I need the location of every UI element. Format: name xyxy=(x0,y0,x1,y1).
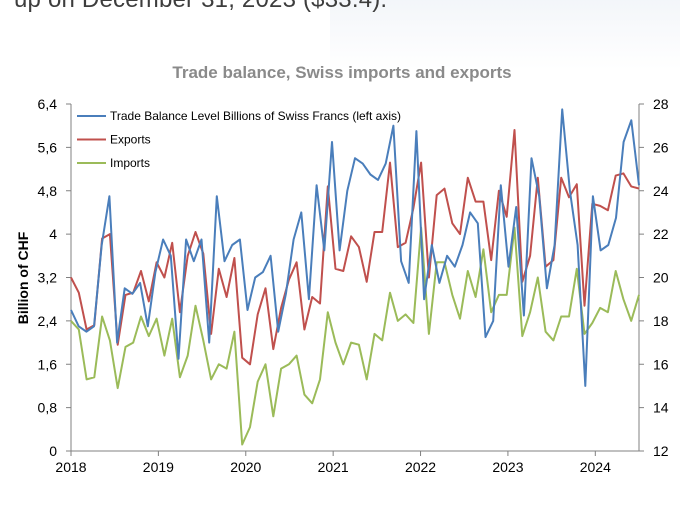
right-tick-label: 22 xyxy=(653,226,669,242)
x-tick-label: 2023 xyxy=(492,459,523,475)
x-tick-label: 2024 xyxy=(580,459,611,475)
left-tick-label: 1,6 xyxy=(38,356,58,372)
tick-labels: 00,81,62,43,244,85,66,412141618202224262… xyxy=(38,96,669,475)
left-tick-label: 3,2 xyxy=(38,270,58,286)
left-tick-label: 4 xyxy=(49,226,57,242)
trade-balance-line xyxy=(70,108,640,387)
right-tick-label: 16 xyxy=(653,356,669,372)
right-tick-label: 14 xyxy=(653,400,669,416)
right-tick-label: 20 xyxy=(653,270,669,286)
legend-imports-label: Imports xyxy=(110,156,150,170)
x-tick-label: 2019 xyxy=(143,459,174,475)
chart-title: Trade balance, Swiss imports and exports xyxy=(172,63,511,82)
legend-trade-balance-label: Trade Balance Level Billions of Swiss Fr… xyxy=(110,109,401,123)
series-lines xyxy=(70,108,640,446)
header-partial-text: up on December 31, 2023 ($33.4). xyxy=(14,0,387,14)
right-tick-label: 28 xyxy=(653,96,669,112)
x-tick-label: 2018 xyxy=(55,459,86,475)
x-tick-label: 2020 xyxy=(230,459,261,475)
left-tick-label: 5,6 xyxy=(38,139,58,155)
legend-exports-label: Exports xyxy=(110,133,151,147)
imports-line xyxy=(70,226,640,446)
y-axis-label: Billion of CHF xyxy=(15,231,31,324)
right-tick-label: 18 xyxy=(653,313,669,329)
legend: Trade Balance Level Billions of Swiss Fr… xyxy=(77,109,401,170)
background-decoration xyxy=(330,0,680,70)
right-tick-label: 12 xyxy=(653,443,669,459)
left-tick-label: 6,4 xyxy=(38,96,58,112)
left-tick-label: 2,4 xyxy=(38,313,58,329)
right-tick-label: 24 xyxy=(653,183,669,199)
left-tick-label: 4,8 xyxy=(38,183,58,199)
x-tick-label: 2021 xyxy=(318,459,349,475)
left-tick-label: 0 xyxy=(49,443,57,459)
right-tick-label: 26 xyxy=(653,139,669,155)
x-tick-label: 2022 xyxy=(405,459,436,475)
left-tick-label: 0,8 xyxy=(38,400,58,416)
